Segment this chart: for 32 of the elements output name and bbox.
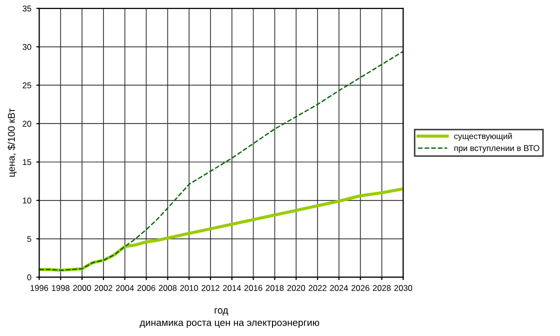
y-tick-label: 30 <box>22 44 32 50</box>
legend-label: существующий <box>454 132 512 141</box>
x-tick-label: 2028 <box>372 285 391 291</box>
x-tick-label: 2024 <box>330 285 348 291</box>
x-tick-label: 2026 <box>352 285 370 291</box>
x-tick-label: 2020 <box>287 285 306 291</box>
x-tick-label: 2000 <box>73 285 91 291</box>
x-tick-label: 2006 <box>137 285 156 291</box>
x-tick-label: 2022 <box>308 285 326 291</box>
y-tick-label: 10 <box>22 198 32 204</box>
x-tick-label: 2004 <box>116 285 134 291</box>
x-tick-label: 2012 <box>202 285 220 291</box>
y-axis-title: цена, $/100 кВт <box>8 108 17 177</box>
y-tick-label: 35 <box>22 6 32 12</box>
legend-label: при вступлении в ВТО <box>454 145 540 153</box>
text: динамика роста цен на электроэнергию <box>140 320 320 328</box>
y-tick-label: 25 <box>22 82 32 88</box>
y-tick-label: 15 <box>22 159 32 166</box>
x-tick-label: 2030 <box>394 285 412 291</box>
y-tick-label: 0 <box>27 274 32 280</box>
x-tick-label: 2008 <box>158 285 177 291</box>
x-tick-label: 1998 <box>52 285 70 291</box>
y-tick-label: 5 <box>27 236 32 242</box>
x-tick-label: 2002 <box>94 285 112 291</box>
line-series <box>39 50 404 271</box>
x-axis-title: год <box>214 308 228 316</box>
x-tick-label: 2014 <box>223 285 241 291</box>
x-tick-label: 1996 <box>30 285 48 291</box>
x-tick-label: 2018 <box>266 285 284 291</box>
x-tick-label: 2016 <box>244 285 262 291</box>
x-tick-label: 2010 <box>180 285 198 291</box>
y-tick-label: 20 <box>22 120 32 127</box>
